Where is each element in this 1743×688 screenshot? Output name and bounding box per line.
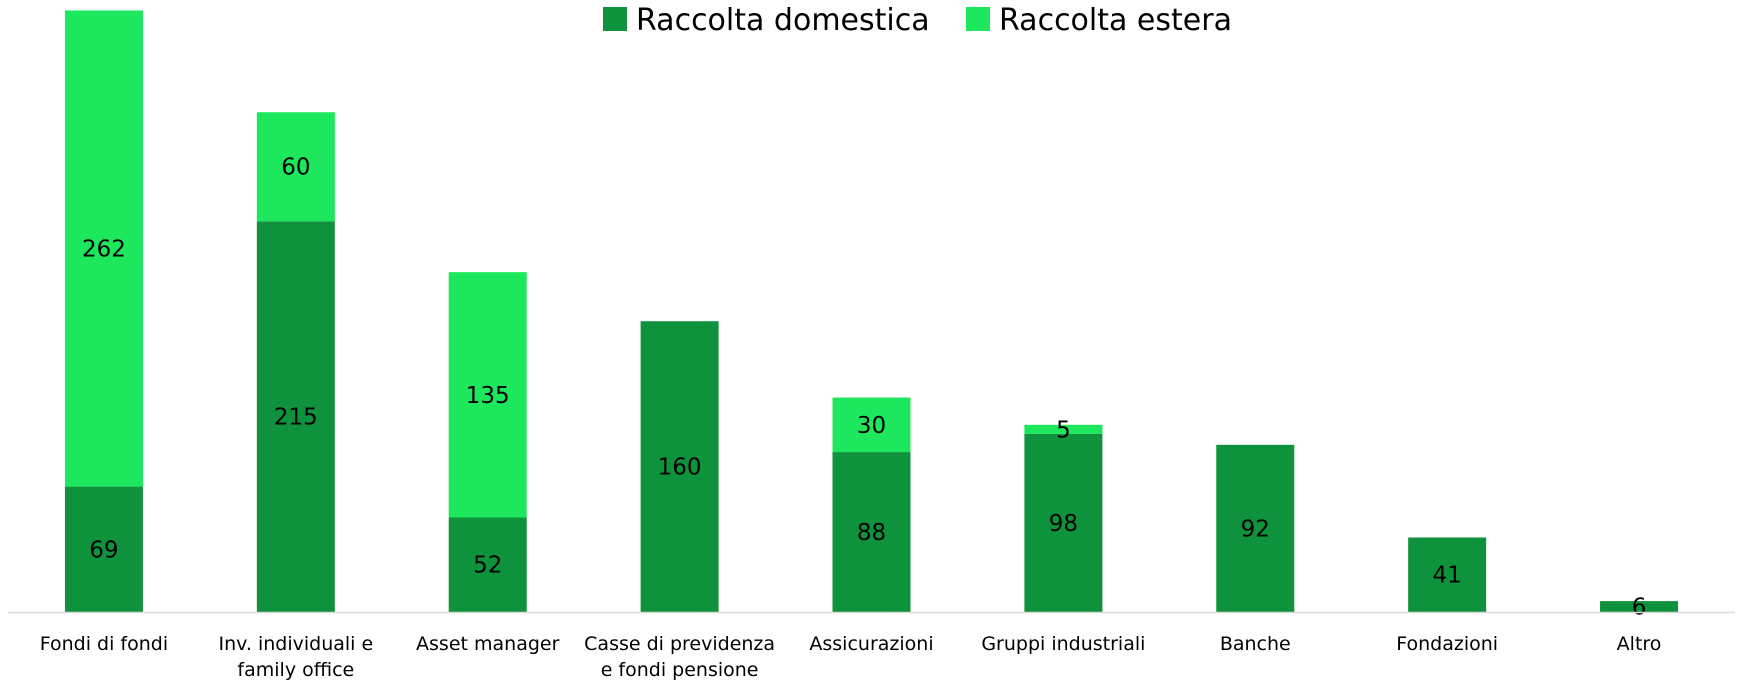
category-label-1: Inv. individuali e family office bbox=[218, 633, 373, 681]
bar-estera-1 bbox=[256, 112, 335, 222]
bar-domestica-4 bbox=[832, 452, 911, 612]
bar-domestica-0 bbox=[64, 486, 143, 612]
legend-swatch-estera bbox=[966, 7, 990, 31]
data-label-domestica-7: 41 bbox=[1433, 563, 1462, 589]
data-label-domestica-3: 160 bbox=[658, 455, 702, 481]
bar-estera-4 bbox=[832, 397, 911, 453]
bar-domestica-8 bbox=[1600, 601, 1679, 612]
data-labels: 69 262 215 60 52 135 160 88 30 98 5 92 41 6 bbox=[82, 155, 1646, 621]
category-label-7: Fondazioni bbox=[1396, 633, 1498, 655]
bar-domestica-6 bbox=[1216, 444, 1295, 612]
bar-estera-0 bbox=[64, 10, 143, 487]
category-label-2: Asset manager bbox=[416, 633, 560, 655]
data-label-domestica-8: 6 bbox=[1632, 595, 1647, 621]
bar-domestica-5 bbox=[1024, 433, 1103, 612]
legend-swatch-domestica bbox=[603, 7, 627, 31]
category-label-4: Assicurazioni bbox=[809, 633, 933, 655]
chart-legend: Raccolta domestica Raccolta estera bbox=[603, 3, 1232, 38]
data-label-estera-0: 262 bbox=[82, 237, 126, 263]
data-label-estera-1: 60 bbox=[281, 155, 310, 181]
category-labels: Fondi di fondi Inv. individuali e family o… bbox=[40, 633, 1662, 681]
data-label-domestica-6: 92 bbox=[1241, 516, 1270, 542]
data-label-estera-4: 30 bbox=[857, 413, 886, 439]
data-label-domestica-4: 88 bbox=[857, 520, 886, 546]
data-label-domestica-5: 98 bbox=[1049, 511, 1078, 537]
category-label-3: Casse di previdenza e fondi pensione bbox=[584, 633, 775, 681]
legend-label-domestica: Raccolta domestica bbox=[636, 3, 930, 38]
data-label-domestica-0: 69 bbox=[89, 537, 118, 563]
category-label-6: Banche bbox=[1220, 633, 1291, 655]
category-label-8: Altro bbox=[1617, 633, 1662, 655]
bar-domestica-3 bbox=[640, 321, 719, 612]
bar-estera-2 bbox=[448, 272, 527, 518]
data-label-estera-2: 135 bbox=[466, 383, 510, 409]
bar-domestica-2 bbox=[448, 517, 527, 612]
category-label-0: Fondi di fondi bbox=[40, 633, 168, 655]
data-label-domestica-1: 215 bbox=[274, 405, 318, 431]
data-label-estera-5: 5 bbox=[1056, 417, 1071, 443]
legend-label-estera: Raccolta estera bbox=[999, 3, 1232, 38]
category-label-5: Gruppi industriali bbox=[981, 633, 1145, 655]
bar-domestica-7 bbox=[1408, 537, 1487, 612]
bars bbox=[64, 10, 1679, 612]
bar-estera-5 bbox=[1024, 424, 1103, 434]
bar-domestica-1 bbox=[256, 221, 335, 612]
data-label-domestica-2: 52 bbox=[473, 553, 502, 579]
